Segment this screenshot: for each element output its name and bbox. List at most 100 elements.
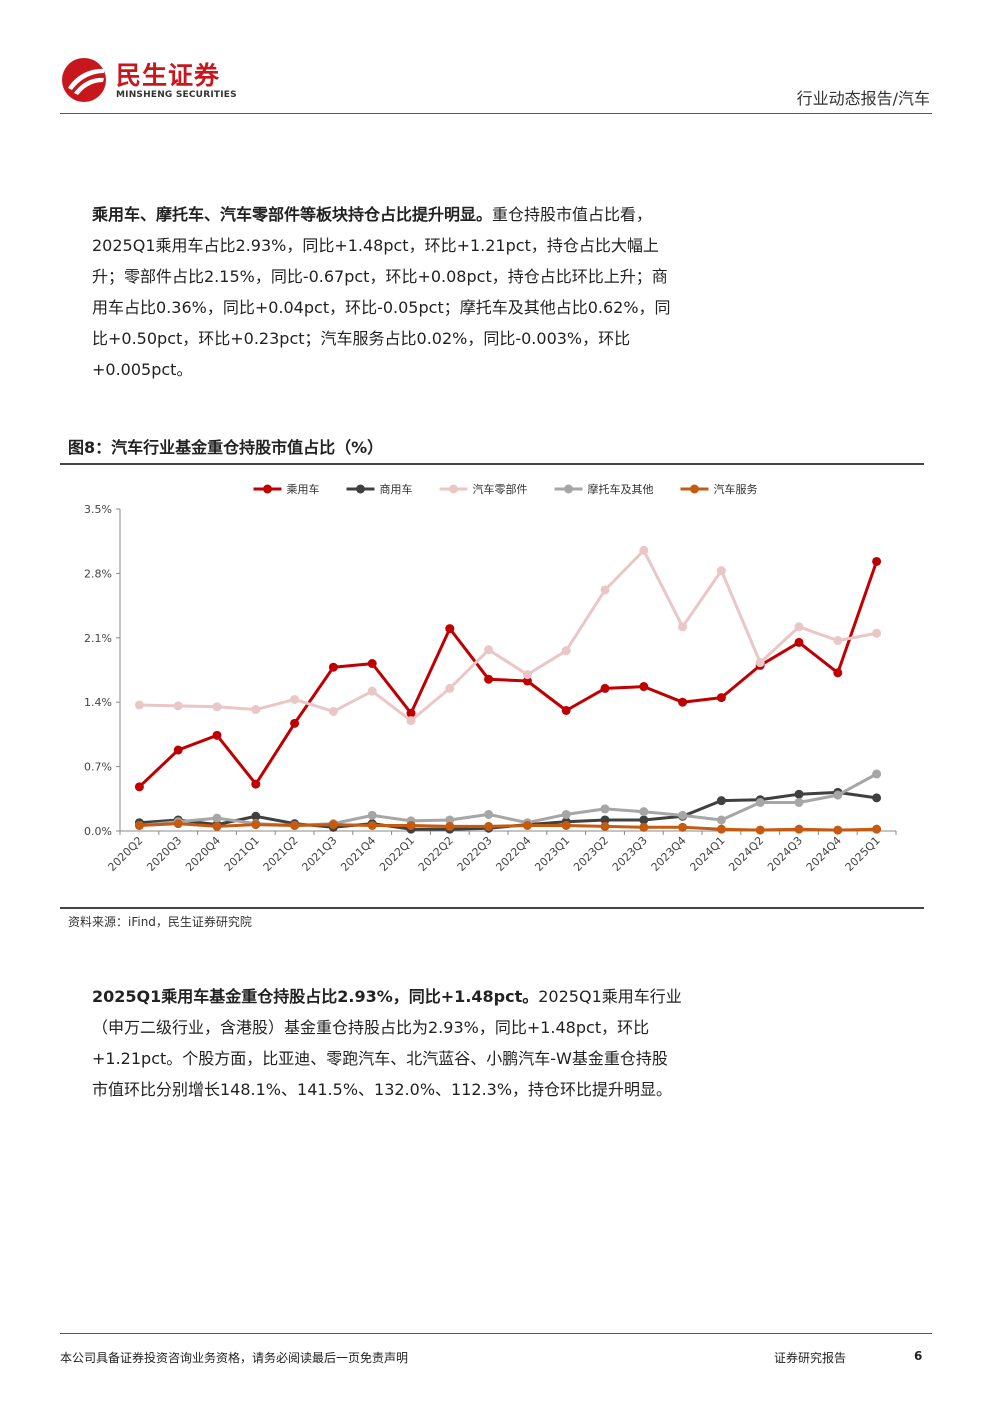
data-point <box>872 793 882 803</box>
report-type: 行业动态报告/汽车 <box>796 89 930 108</box>
x-tick-label: 2023Q2 <box>571 834 611 874</box>
data-point <box>716 824 726 834</box>
paragraph-1-lead: 乘用车、摩托车、汽车零部件等板块持仓占比提升明显。 <box>92 205 493 224</box>
data-point <box>290 718 300 728</box>
x-tick-label: 2024Q3 <box>765 834 805 874</box>
data-point <box>484 821 494 831</box>
figure-bottom-rule <box>60 907 924 909</box>
data-point <box>367 686 377 696</box>
y-tick-label: 2.1% <box>84 632 112 645</box>
data-point <box>484 645 494 655</box>
paragraph-2-body: 2025Q1乘用车行业（申万二级行业，含港股）基金重仓持股占比为2.93%，同比… <box>92 987 682 1099</box>
series-line <box>138 560 879 788</box>
data-point <box>561 646 571 656</box>
y-tick-label: 0.7% <box>84 761 112 774</box>
data-point <box>212 730 222 740</box>
data-point <box>872 769 882 779</box>
data-point <box>290 694 300 704</box>
data-point <box>522 676 532 686</box>
data-point <box>794 622 804 632</box>
data-point <box>445 815 455 825</box>
data-point <box>484 674 494 684</box>
legend-swatch-marker <box>356 484 365 494</box>
x-tick-label: 2020Q2 <box>105 834 145 874</box>
line-chart: 乘用车 商用车 汽车零部件 摩托车及其他 汽车服务 0.0% 0.7% 1.4% 2.1% 2.… <box>84 482 897 874</box>
x-tick-label: 2021Q3 <box>299 834 339 874</box>
x-tick-label: 2021Q4 <box>338 834 378 874</box>
x-tick-label: 2022Q3 <box>455 834 495 874</box>
chart-series <box>134 545 882 835</box>
x-tick-label: 2023Q4 <box>649 834 689 874</box>
data-point <box>212 821 222 831</box>
data-point <box>678 697 688 707</box>
data-point <box>484 809 494 819</box>
data-point <box>639 815 649 825</box>
minsheng-logo-icon <box>62 58 106 102</box>
x-tick-label: 2024Q1 <box>687 834 727 874</box>
legend-label: 商用车 <box>380 482 413 496</box>
legend-item: 乘用车 <box>253 482 320 496</box>
x-tick-label: 2023Q1 <box>532 834 572 874</box>
legend-item: 汽车零部件 <box>439 482 528 496</box>
data-point <box>755 658 765 668</box>
data-point <box>678 622 688 632</box>
data-point <box>561 705 571 715</box>
data-point <box>134 782 144 792</box>
data-point <box>600 821 610 831</box>
x-axis: 2020Q22020Q32020Q42021Q12021Q22021Q32021… <box>105 830 897 874</box>
data-point <box>173 819 183 829</box>
logo-english-name: MINSHENG SECURITIES <box>116 90 237 100</box>
y-tick-label: 0.0% <box>84 825 112 838</box>
data-point <box>716 566 726 576</box>
legend-label: 汽车零部件 <box>473 482 528 496</box>
x-tick-label: 2021Q2 <box>261 834 301 874</box>
figure-top-rule <box>60 463 924 465</box>
data-point <box>639 545 649 555</box>
x-tick-label: 2024Q4 <box>804 834 844 874</box>
y-tick-label: 3.5% <box>84 503 112 516</box>
data-point <box>872 628 882 638</box>
data-point <box>406 820 416 830</box>
data-point <box>794 797 804 807</box>
series-line <box>139 822 877 832</box>
legend-swatch-marker <box>449 484 458 494</box>
legend-label: 乘用车 <box>287 482 320 496</box>
legend-swatch-marker <box>564 484 573 494</box>
header-divider <box>60 113 932 114</box>
footer-disclaimer: 本公司具备证券投资咨询业务资格，请务必阅读最后一页免责声明 <box>60 1351 409 1365</box>
data-point <box>328 820 338 830</box>
data-point <box>600 585 610 595</box>
data-point <box>328 706 338 716</box>
x-tick-label: 2021Q1 <box>222 834 262 874</box>
data-point <box>639 822 649 832</box>
figure-title: 图8：汽车行业基金重仓持股市值占比（%） <box>68 438 384 457</box>
data-point <box>522 670 532 680</box>
y-tick-label: 1.4% <box>84 696 112 709</box>
data-point <box>600 804 610 814</box>
data-point <box>173 745 183 755</box>
x-tick-label: 2022Q1 <box>377 834 417 874</box>
data-point <box>251 779 261 789</box>
data-point <box>445 821 455 831</box>
data-point <box>445 624 455 634</box>
paragraph-1: 乘用车、摩托车、汽车零部件等板块持仓占比提升明显。重仓持股市值占比看，2025Q… <box>60 199 682 385</box>
x-tick-label: 2024Q2 <box>726 834 766 874</box>
paragraph-2: 2025Q1乘用车基金重仓持股占比2.93%，同比+1.48pct。2025Q1… <box>60 981 682 1105</box>
data-point <box>716 815 726 825</box>
x-tick-label: 2020Q4 <box>183 834 223 874</box>
data-point <box>212 813 222 823</box>
figure-source: 资料来源：iFind，民生证券研究院 <box>68 915 252 929</box>
data-point <box>367 820 377 830</box>
data-point <box>794 637 804 647</box>
x-tick-label: 2020Q3 <box>144 834 184 874</box>
data-point <box>251 705 261 715</box>
data-point <box>755 825 765 835</box>
series-line <box>139 548 877 723</box>
data-point <box>328 662 338 672</box>
legend-item: 商用车 <box>346 482 413 496</box>
data-point <box>522 820 532 830</box>
legend-item: 摩托车及其他 <box>554 482 654 496</box>
data-point <box>639 682 649 692</box>
legend-item: 汽车服务 <box>680 482 758 496</box>
page-number: 6 <box>914 1349 923 1363</box>
